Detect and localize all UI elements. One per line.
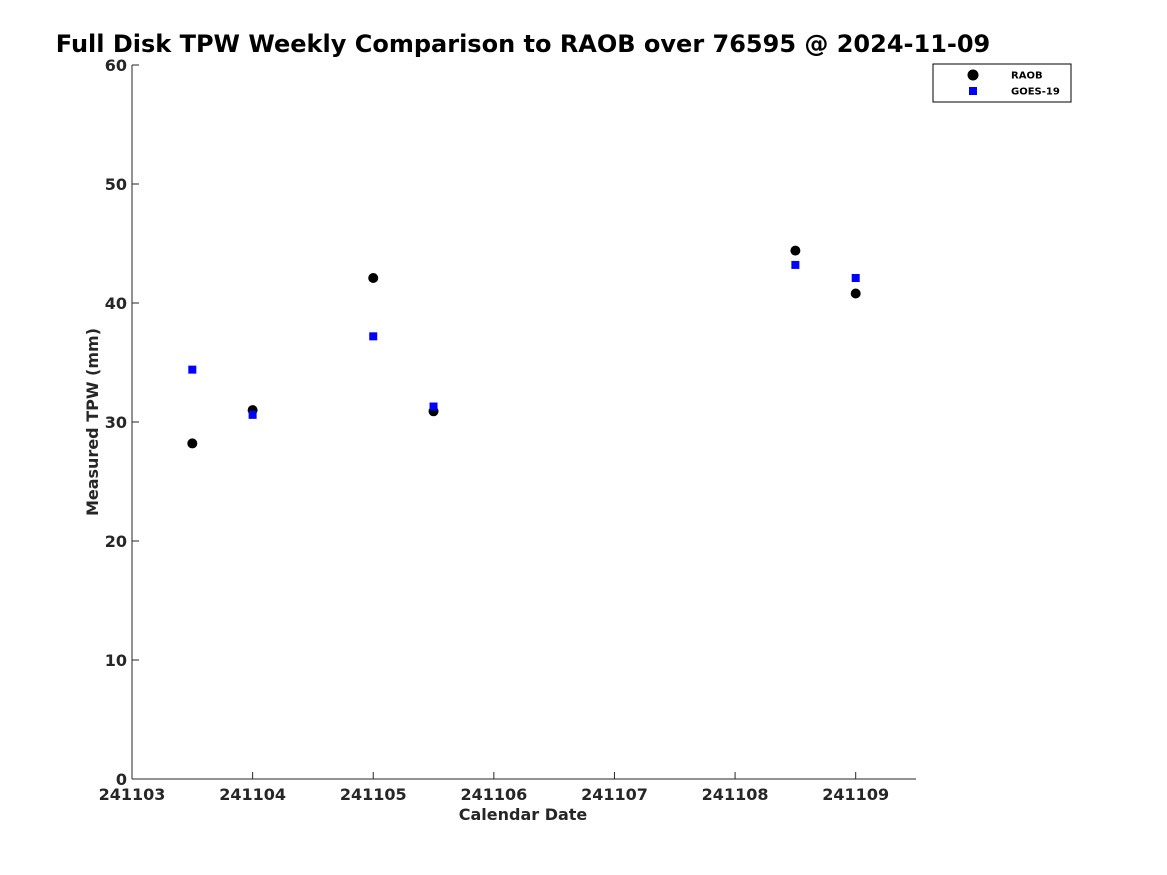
legend-marker-raob xyxy=(967,69,979,81)
point-goes-19 xyxy=(369,332,378,341)
legend: RAOB GOES-19 xyxy=(932,63,1072,103)
x-tick-label: 241107 xyxy=(581,785,648,804)
point-raob xyxy=(368,273,379,284)
y-tick-label: 30 xyxy=(105,413,127,432)
y-tick-label: 10 xyxy=(105,651,127,670)
plot-axes xyxy=(131,65,916,780)
point-goes-19 xyxy=(248,410,257,419)
y-tick-label: 20 xyxy=(105,532,127,551)
x-tick-label: 241109 xyxy=(822,785,889,804)
x-tick-label: 241103 xyxy=(99,785,166,804)
chart-title: Full Disk TPW Weekly Comparison to RAOB … xyxy=(56,30,991,58)
legend-box xyxy=(932,63,1072,103)
point-raob xyxy=(187,438,198,449)
x-tick-label: 241106 xyxy=(460,785,527,804)
x-axis-label: Calendar Date xyxy=(459,805,588,824)
point-raob xyxy=(850,288,861,299)
y-tick-label: 0 xyxy=(116,770,127,789)
legend-label-goes-19: GOES-19 xyxy=(1011,87,1060,98)
point-goes-19 xyxy=(851,274,860,283)
point-goes-19 xyxy=(188,365,197,374)
y-axis-label: Measured TPW (mm) xyxy=(83,328,102,516)
point-goes-19 xyxy=(429,402,438,411)
point-goes-19 xyxy=(791,260,800,269)
legend-label-raob: RAOB xyxy=(1011,71,1043,82)
x-tick-label: 241104 xyxy=(219,785,286,804)
x-tick-label: 241108 xyxy=(702,785,769,804)
x-tick-label: 241105 xyxy=(340,785,407,804)
y-axis-ticks: 0 10 20 30 40 50 60 xyxy=(105,56,139,789)
y-tick-label: 50 xyxy=(105,175,127,194)
y-tick-label: 60 xyxy=(105,56,127,75)
point-raob xyxy=(790,245,801,256)
x-axis-ticks: 241103 241104 241105 241106 241107 241108 2411… xyxy=(99,772,889,804)
data-points xyxy=(187,245,861,449)
legend-marker-goes-19 xyxy=(969,87,977,95)
y-tick-label: 40 xyxy=(105,294,127,313)
